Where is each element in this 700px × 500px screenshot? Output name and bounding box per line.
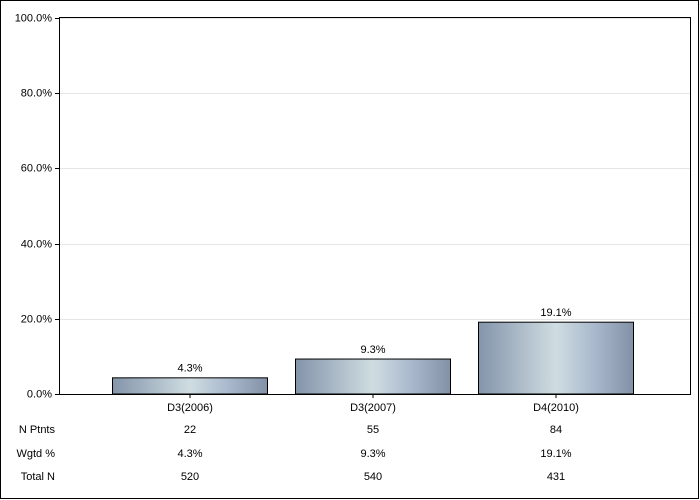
y-tick-label: 80.0% bbox=[21, 87, 52, 99]
table-cell: 520 bbox=[181, 471, 199, 483]
y-tick-label: 60.0% bbox=[21, 162, 52, 174]
y-tick-label: 20.0% bbox=[21, 313, 52, 325]
data-label: 4.3% bbox=[177, 363, 202, 375]
table-cell: 22 bbox=[184, 424, 196, 436]
table-cell: 4.3% bbox=[177, 448, 202, 460]
table-cell: 9.3% bbox=[360, 448, 385, 460]
data-label: 19.1% bbox=[540, 307, 571, 319]
table-cell: 431 bbox=[547, 471, 565, 483]
y-tick-label: 0.0% bbox=[27, 388, 52, 400]
data-label: 9.3% bbox=[360, 344, 385, 356]
table-cell: 19.1% bbox=[540, 448, 571, 460]
table-row-label: N Ptnts bbox=[19, 424, 56, 436]
table-row-label: Total N bbox=[21, 471, 55, 483]
y-tick-label: 40.0% bbox=[21, 238, 52, 250]
table-row-label: Wgtd % bbox=[16, 448, 55, 460]
bar bbox=[295, 358, 451, 395]
y-tick-label: 100.0% bbox=[15, 12, 53, 24]
table-cell: 55 bbox=[367, 424, 379, 436]
bar bbox=[112, 377, 268, 395]
table-cell: 84 bbox=[550, 424, 562, 436]
x-tick-label: D4(2010) bbox=[533, 402, 579, 414]
x-tick-label: D3(2006) bbox=[167, 402, 213, 414]
x-tick-label: D3(2007) bbox=[350, 402, 396, 414]
bar bbox=[478, 321, 634, 395]
table-cell: 540 bbox=[364, 471, 382, 483]
